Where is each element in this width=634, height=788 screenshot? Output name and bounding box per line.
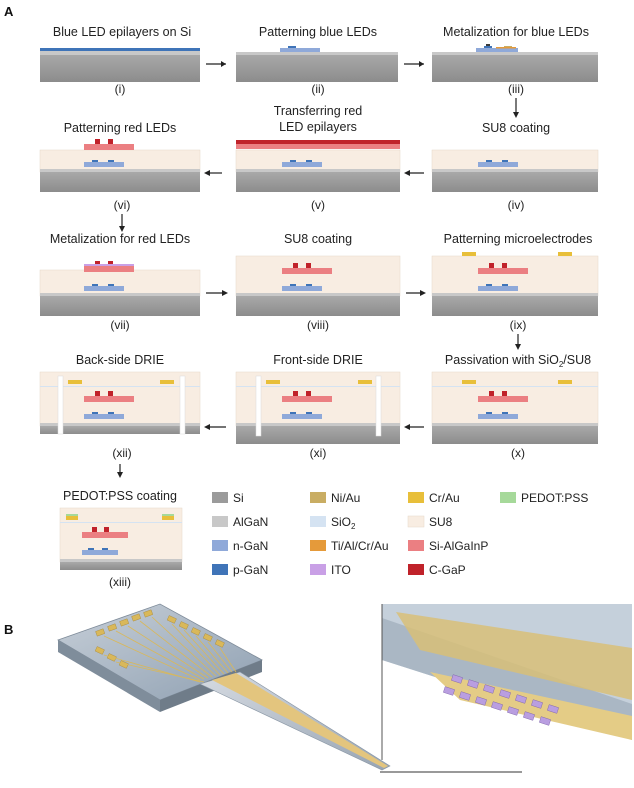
step-5-label-line2: LED epilayers bbox=[279, 120, 357, 134]
step-7-number: (vii) bbox=[110, 318, 129, 332]
legend-swatch-tialcrau bbox=[310, 540, 326, 551]
step-7-label: Metalization for red LEDs bbox=[50, 232, 190, 246]
step-9-diagram bbox=[431, 252, 599, 316]
step-3-diagram bbox=[432, 44, 598, 82]
legend-swatch-ito bbox=[310, 564, 326, 575]
legend-label-crau: Cr/Au bbox=[429, 491, 460, 505]
step-10-label-sub: 2 bbox=[559, 360, 564, 369]
step-6-number: (vi) bbox=[114, 198, 131, 212]
step-4-diagram bbox=[431, 149, 599, 192]
legend-label-sialgainp: Si-AlGaInP bbox=[429, 539, 488, 553]
step-4-number: (iv) bbox=[508, 198, 525, 212]
legend-label-ngan: n-GaN bbox=[233, 539, 268, 553]
legend-label-pgan: p-GaN bbox=[233, 563, 268, 577]
legend-label-sio2: SiO2 bbox=[331, 515, 356, 531]
step-12-diagram bbox=[39, 371, 201, 435]
step-8-diagram bbox=[235, 255, 401, 316]
legend-swatch-algan bbox=[212, 516, 228, 527]
step-4-label: SU8 coating bbox=[482, 121, 550, 135]
legend-label-ito: ITO bbox=[331, 563, 351, 577]
step-7-diagram bbox=[39, 261, 201, 316]
step-11-diagram bbox=[235, 371, 401, 444]
legend-swatch-pgan bbox=[212, 564, 228, 575]
step-8-number: (viii) bbox=[307, 318, 329, 332]
step-10-diagram bbox=[431, 371, 599, 444]
panel-label-a: A bbox=[4, 4, 14, 19]
arrowhead-8-9 bbox=[420, 290, 426, 296]
step-10-label-end: /SU8 bbox=[563, 353, 591, 367]
legend-swatch-ngan bbox=[212, 540, 228, 551]
step-3-label: Metalization for blue LEDs bbox=[443, 25, 589, 39]
legend-label-sio2-main: SiO bbox=[331, 515, 351, 529]
step-11-label: Front-side DRIE bbox=[273, 353, 363, 367]
legend-label-cgap: C-GaP bbox=[429, 563, 466, 577]
legend-swatch-niau bbox=[310, 492, 326, 503]
step-2-number: (ii) bbox=[311, 82, 324, 96]
legend-swatch-si bbox=[212, 492, 228, 503]
arrowhead-7-8 bbox=[222, 290, 228, 296]
step-1-diagram bbox=[40, 48, 200, 82]
legend-swatch-pedot bbox=[500, 492, 516, 503]
step-9-number: (ix) bbox=[510, 318, 527, 332]
legend: Si Ni/Au Cr/Au PEDOT:PSS AlGaN SiO2 SU8 … bbox=[212, 491, 588, 577]
legend-label-tialcrau: Ti/Al/Cr/Au bbox=[331, 539, 389, 553]
step-3-number: (iii) bbox=[508, 82, 524, 96]
arrowhead-4-5 bbox=[404, 170, 410, 176]
step-12-label: Back-side DRIE bbox=[76, 353, 164, 367]
step-13-label: PEDOT:PSS coating bbox=[63, 489, 177, 503]
step-2-label: Patterning blue LEDs bbox=[259, 25, 377, 39]
legend-label-niau: Ni/Au bbox=[331, 491, 360, 505]
step-10-label-main: Passivation with SiO bbox=[445, 353, 559, 367]
step-12-number: (xii) bbox=[112, 446, 131, 460]
arrowhead-5-6 bbox=[204, 170, 210, 176]
arrowhead-10-11 bbox=[404, 424, 410, 430]
step-13-number: (xiii) bbox=[109, 575, 131, 589]
legend-label-pedot: PEDOT:PSS bbox=[521, 491, 588, 505]
step-9-label: Patterning microelectrodes bbox=[444, 232, 593, 246]
arrowhead-12-13 bbox=[117, 472, 123, 478]
step-10-label: Passivation with SiO2/SU8 bbox=[445, 353, 591, 369]
step-13-diagram bbox=[59, 507, 183, 570]
step-2-diagram bbox=[236, 46, 398, 82]
arrowhead-2-3 bbox=[419, 61, 424, 67]
arrowhead-6-7 bbox=[119, 226, 125, 232]
legend-swatch-sio2 bbox=[310, 516, 326, 527]
arrowhead-9-10 bbox=[515, 344, 521, 350]
legend-swatch-sialgainp bbox=[408, 540, 424, 551]
step-5-label-line1: Transferring red bbox=[274, 104, 363, 118]
legend-label-algan: AlGaN bbox=[233, 515, 268, 529]
shank-zoom-render bbox=[380, 604, 632, 773]
legend-swatch-crau bbox=[408, 492, 424, 503]
panel-label-b: B bbox=[4, 622, 13, 637]
step-1-label: Blue LED epilayers on Si bbox=[53, 25, 191, 39]
step-11-number: (xi) bbox=[310, 446, 327, 460]
step-5-diagram bbox=[235, 140, 401, 192]
legend-label-su8: SU8 bbox=[429, 515, 453, 529]
step-1-number: (i) bbox=[115, 82, 126, 96]
legend-label-si: Si bbox=[233, 491, 244, 505]
step-10-number: (x) bbox=[511, 446, 525, 460]
step-6-label: Patterning red LEDs bbox=[64, 121, 177, 135]
arrowhead-11-12 bbox=[204, 424, 210, 430]
micro-led-array bbox=[443, 674, 559, 726]
step-8-label: SU8 coating bbox=[284, 232, 352, 246]
legend-swatch-cgap bbox=[408, 564, 424, 575]
step-5-number: (v) bbox=[311, 198, 325, 212]
probe-3d-render bbox=[57, 603, 391, 771]
arrowhead-1-2 bbox=[221, 61, 226, 67]
legend-swatch-su8 bbox=[407, 515, 425, 528]
arrowhead-3-4 bbox=[513, 112, 519, 118]
legend-label-sio2-sub: 2 bbox=[351, 522, 356, 531]
step-6-diagram bbox=[39, 139, 201, 192]
